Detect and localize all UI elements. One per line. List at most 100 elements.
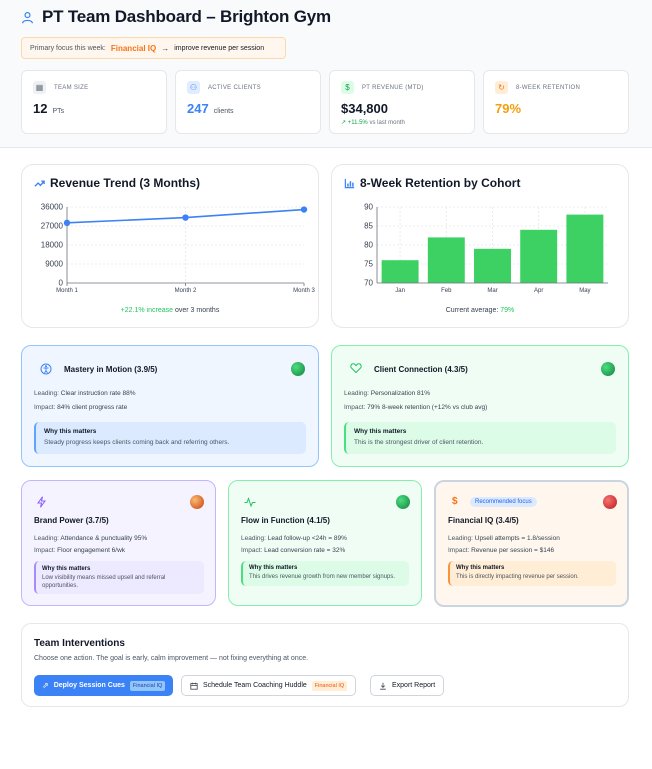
schedule-huddle-button[interactable]: Schedule Team Coaching Huddle Financial … <box>181 675 357 696</box>
why-text: Low visibility means missed upsell and r… <box>42 575 166 589</box>
page-title: PT Team Dashboard – Brighton Gym <box>42 7 331 26</box>
kpi-unit: clients <box>213 108 234 115</box>
y-tick-label: 18000 <box>41 241 64 250</box>
calendar-icon <box>190 682 198 690</box>
kpi-value: 79% <box>495 101 522 116</box>
pillar-title: Mastery in Motion (3.9/5) <box>64 365 158 374</box>
interventions-title: Team Interventions <box>34 638 125 649</box>
y-tick-label: 70 <box>364 279 373 288</box>
dashboard-header: PT Team Dashboard – Brighton Gym Primary… <box>0 0 652 148</box>
kpi-sub-text: vs last month <box>369 120 405 126</box>
bar-chart-icon <box>344 178 355 188</box>
kpi-trend: ↗ +11.5% <box>341 120 368 126</box>
recommended-focus-badge: Recommended focus <box>470 497 537 507</box>
pillar-card-flow-in-function[interactable]: Flow in Function (4.1/5) Leading: Lead f… <box>228 480 422 606</box>
kpi-unit: PTs <box>52 108 65 115</box>
why-title: Why this matters <box>354 428 407 435</box>
kpi-active-clients: ⚇ ACTIVE CLIENTS 247 clients <box>175 70 321 134</box>
y-tick-label: 85 <box>364 222 373 231</box>
status-dot-orange <box>190 495 204 509</box>
button-chip: Financial IQ <box>129 680 166 691</box>
pillar-title: Client Connection (4.3/5) <box>374 365 468 374</box>
y-tick-label: 90 <box>364 203 373 212</box>
y-tick-label: 0 <box>59 279 64 288</box>
why-box: Why this matters This drives revenue gro… <box>241 561 409 586</box>
button-label: Deploy Session Cues <box>53 682 125 689</box>
why-text: This is the strongest driver of client r… <box>354 439 484 446</box>
data-point <box>182 214 189 221</box>
retention-chart-title: 8-Week Retention by Cohort <box>360 176 521 190</box>
download-icon <box>380 682 386 690</box>
retention-chart-title-row: 8-Week Retention by Cohort <box>344 176 520 190</box>
focus-pillar: Financial IQ <box>110 43 157 53</box>
why-box: Why this matters This is directly impact… <box>448 561 616 586</box>
lightning-icon <box>36 496 47 511</box>
retention-bar <box>474 248 511 283</box>
button-label: Export Report <box>392 682 436 689</box>
why-text: This is directly impacting revenue per s… <box>456 574 579 580</box>
title-row: PT Team Dashboard – Brighton Gym <box>21 7 331 27</box>
status-dot-red <box>603 495 617 509</box>
pillar-title: Flow in Function (4.1/5) <box>241 516 330 525</box>
pillar-leading: Leading: Lead follow-up <24h = 89% <box>241 535 347 542</box>
refresh-icon: ↻ <box>495 81 508 94</box>
why-title: Why this matters <box>42 566 91 572</box>
x-tick-label: Jan <box>395 288 405 294</box>
retention-bar <box>520 229 558 283</box>
x-tick-label: Feb <box>441 288 452 294</box>
x-tick-label: Apr <box>534 288 543 294</box>
building-icon: ▦ <box>33 81 46 94</box>
retention-bar-chart: 90 85 80 75 70 Jan Feb Mar Apr May <box>364 203 608 294</box>
retention-avg-label: Current average: <box>445 307 501 314</box>
primary-focus-banner: Primary focus this week: Financial IQ → … <box>21 37 286 59</box>
pillar-card-financial-iq[interactable]: $ Recommended focus Financial IQ (3.4/5)… <box>434 480 629 607</box>
why-title: Why this matters <box>249 565 298 571</box>
pillar-impact: Impact: Revenue per session = $146 <box>448 547 555 554</box>
pillar-impact: Impact: Lead conversion rate = 32% <box>241 547 346 554</box>
why-title: Why this matters <box>456 565 505 571</box>
pillar-impact: Impact: 79% 8-week retention (+12% vs cl… <box>344 404 488 411</box>
pulse-icon <box>244 496 256 511</box>
why-box: Why this matters Low visibility means mi… <box>34 561 204 594</box>
data-point <box>63 219 71 227</box>
button-label: Schedule Team Coaching Huddle <box>203 682 307 689</box>
revenue-trend-card: Revenue Trend (3 Months) 36000 27000 18000… <box>21 164 319 328</box>
why-title: Why this matters <box>44 428 97 435</box>
dollar-icon: $ <box>341 81 354 94</box>
button-chip: Financial IQ <box>311 680 348 691</box>
status-dot-green <box>396 495 410 509</box>
pillar-leading: Leading: Upsell attempts = 1.8/session <box>448 535 560 542</box>
status-dot-green <box>291 362 305 376</box>
x-tick-label: Month 1 <box>56 288 78 294</box>
kpi-retention: ↻ 8-WEEK RETENTION 79% <box>483 70 629 134</box>
revenue-increase: +22.1% increase <box>120 307 174 314</box>
why-box: Why this matters Steady progress keeps c… <box>34 422 306 454</box>
pillar-leading: Leading: Clear instruction rate 88% <box>34 390 136 397</box>
kpi-label: ACTIVE CLIENTS <box>208 84 261 91</box>
retention-avg-value: 79% <box>500 307 515 314</box>
retention-bar <box>566 214 604 283</box>
deploy-session-cues-button[interactable]: ⇗ Deploy Session Cues Financial IQ <box>34 675 174 696</box>
export-report-button[interactable]: Export Report <box>370 675 445 696</box>
heart-icon <box>350 362 362 377</box>
users-icon: ⚇ <box>187 81 200 94</box>
kpi-value: 12 <box>33 101 48 116</box>
pillar-title: Financial IQ (3.4/5) <box>448 516 519 525</box>
x-tick-label: Month 3 <box>293 288 315 294</box>
kpi-label: PT REVENUE (MTD) <box>362 84 424 91</box>
why-box: Why this matters This is the strongest d… <box>344 422 616 454</box>
x-tick-label: Month 2 <box>175 288 197 294</box>
retention-bar <box>427 237 465 283</box>
revenue-chart-title: Revenue Trend (3 Months) <box>50 176 201 190</box>
x-tick-label: May <box>579 288 590 294</box>
pillar-card-mastery[interactable]: Mastery in Motion (3.9/5) Leading: Clear… <box>21 345 319 467</box>
focus-label: Primary focus this week: <box>30 44 106 52</box>
pillar-card-client-connection[interactable]: Client Connection (4.3/5) Leading: Perso… <box>331 345 629 467</box>
kpi-label: 8-WEEK RETENTION <box>516 84 581 91</box>
dollar-icon: $ <box>452 496 458 507</box>
y-tick-label: 80 <box>364 241 373 250</box>
send-icon: ⇗ <box>42 681 49 690</box>
retention-chart-summary: Current average: 79% <box>332 307 628 314</box>
kpi-team-size: ▦ TEAM SIZE 12 PTs <box>21 70 167 134</box>
pillar-card-brand-power[interactable]: Brand Power (3.7/5) Leading: Attendance … <box>21 480 216 606</box>
